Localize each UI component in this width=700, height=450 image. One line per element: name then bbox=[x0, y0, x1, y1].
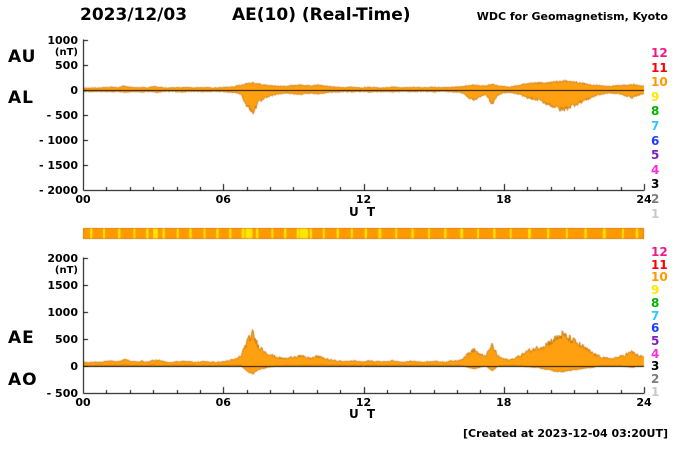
label-ao: AO bbox=[8, 370, 38, 390]
panel1-xaxis-label: U T bbox=[348, 205, 378, 219]
panel2-xtick-18: 18 bbox=[496, 396, 512, 409]
observatory-credit: WDC for Geomagnetism, Kyoto bbox=[476, 10, 668, 23]
panel2-legend-station-count-1: 1 bbox=[651, 384, 660, 399]
panel2-ytick-1500: 1500 bbox=[47, 278, 78, 292]
panel1-legend-station-count-6: 6 bbox=[651, 133, 660, 148]
panel1-xtick-24: 24 bbox=[636, 193, 652, 206]
label-al: AL bbox=[8, 88, 34, 108]
panel2-unit-label: (nT) bbox=[54, 265, 78, 276]
panel2-xtick-06: 06 bbox=[215, 396, 231, 409]
panel2-ytick-1000: 1000 bbox=[47, 305, 78, 319]
panel2-xaxis-label: U T bbox=[348, 407, 378, 421]
panel1-legend-station-count-2: 2 bbox=[651, 192, 660, 206]
plot-date: 2023/12/03 bbox=[80, 5, 188, 25]
label-au: AU bbox=[8, 47, 37, 67]
panel2-xtick-12: 12 bbox=[355, 396, 372, 409]
panel1-ytick--1500: - 1500 bbox=[38, 158, 78, 172]
panel2-legend-station-count-4: 4 bbox=[651, 346, 660, 361]
panel2-ytick-0: 0 bbox=[70, 359, 78, 373]
panel2-ytick-2000: 2000 bbox=[47, 251, 78, 265]
panel2-xtick-00: 00 bbox=[75, 396, 91, 409]
panel1-legend-station-count-7: 7 bbox=[651, 119, 660, 133]
panel2-legend-station-count-6: 6 bbox=[651, 321, 660, 336]
panel1-legend-station-count-9: 9 bbox=[651, 89, 660, 104]
panel1-legend-station-count-10: 10 bbox=[651, 75, 668, 90]
panel2-legend-station-count-3: 3 bbox=[651, 359, 660, 374]
panel1-legend-station-count-5: 5 bbox=[651, 148, 660, 163]
panel1-xtick-06: 06 bbox=[215, 193, 231, 206]
created-timestamp: [Created at 2023-12-04 03:20UT] bbox=[462, 427, 668, 440]
panel1-xtick-18: 18 bbox=[496, 193, 512, 206]
panel1-ytick-1000: 1000 bbox=[47, 33, 78, 47]
panel2-ytick-500: 500 bbox=[55, 332, 78, 346]
panel1-xtick-00: 00 bbox=[75, 193, 91, 206]
panel1-ytick--1000: - 1000 bbox=[38, 133, 78, 147]
panel1-ytick-500: 500 bbox=[55, 58, 78, 72]
panel1-ytick--2000: - 2000 bbox=[38, 183, 78, 197]
panel1-legend-station-count-1: 1 bbox=[651, 206, 660, 221]
panel1-legend-station-count-8: 8 bbox=[651, 104, 660, 119]
panel1-legend-station-count-3: 3 bbox=[651, 177, 660, 192]
panel2-ytick--500: - 500 bbox=[46, 386, 78, 400]
page-title: AE(10) (Real-Time) bbox=[232, 5, 411, 25]
panel2-legend-station-count-2: 2 bbox=[651, 372, 660, 386]
panel1-xtick-12: 12 bbox=[355, 193, 372, 206]
panel2-legend-station-count-10: 10 bbox=[651, 270, 668, 285]
panel1-legend-station-count-11: 11 bbox=[651, 60, 668, 75]
panel1-ytick-0: 0 bbox=[70, 83, 78, 97]
panel2-legend-station-count-5: 5 bbox=[651, 333, 660, 348]
panel1-legend-station-count-4: 4 bbox=[651, 162, 660, 177]
panel2-legend-station-count-11: 11 bbox=[651, 257, 668, 272]
panel2-legend-station-count-7: 7 bbox=[651, 308, 660, 323]
panel1-legend-station-count-12: 12 bbox=[651, 46, 668, 60]
panel1-ytick--500: - 500 bbox=[46, 108, 78, 122]
label-ae: AE bbox=[8, 328, 35, 348]
panel2-legend-station-count-12: 12 bbox=[651, 245, 668, 259]
panel2-legend-station-count-8: 8 bbox=[651, 295, 660, 310]
panel2-xtick-24: 24 bbox=[636, 396, 652, 409]
panel1-unit-label: (nT) bbox=[54, 47, 78, 58]
panel2-legend-station-count-9: 9 bbox=[651, 283, 660, 298]
